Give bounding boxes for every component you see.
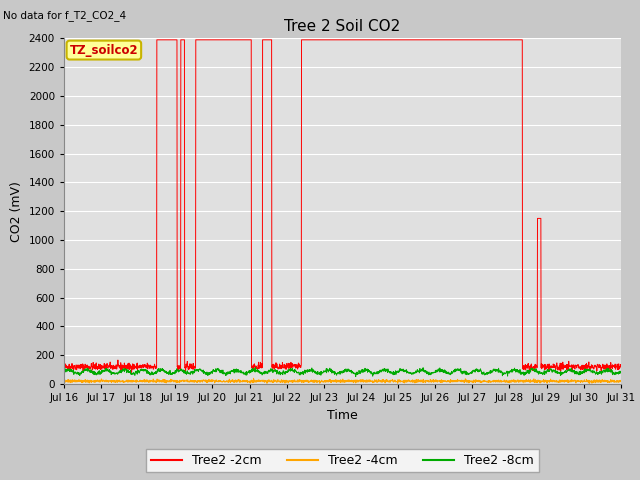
Tree2 -4cm [568,377,575,383]
Tree2 -8cm [505,370,513,375]
Tree2 -2cm [359,37,367,43]
Tree2 -2cm [128,370,136,375]
Text: No data for f_T2_CO2_4: No data for f_T2_CO2_4 [3,10,126,21]
Tree2 -2cm [617,363,625,369]
Tree2 -8cm [617,370,625,375]
Line: Tree2 -8cm: Tree2 -8cm [64,368,621,377]
Tree2 -8cm [352,374,360,380]
Tree2 -4cm [250,375,257,381]
Tree2 -2cm [153,37,161,43]
Y-axis label: CO2 (mV): CO2 (mV) [10,181,23,241]
Tree2 -8cm [568,369,576,375]
Tree2 -4cm [584,378,591,384]
Tree2 -8cm [252,365,259,371]
Tree2 -2cm [505,37,513,43]
Tree2 -4cm [216,378,223,384]
Text: TZ_soilco2: TZ_soilco2 [70,44,138,57]
X-axis label: Time: Time [327,408,358,421]
Line: Tree2 -2cm: Tree2 -2cm [64,40,621,372]
Tree2 -4cm [504,379,512,384]
Tree2 -8cm [60,368,68,374]
Title: Tree 2 Soil CO2: Tree 2 Soil CO2 [284,20,401,35]
Tree2 -2cm [584,362,591,368]
Tree2 -8cm [371,371,379,377]
Tree2 -4cm [371,377,379,383]
Tree2 -8cm [216,368,223,374]
Tree2 -2cm [60,363,68,369]
Line: Tree2 -4cm: Tree2 -4cm [64,378,621,384]
Tree2 -4cm [586,381,593,386]
Tree2 -2cm [216,37,223,43]
Tree2 -4cm [359,377,367,383]
Tree2 -8cm [359,370,367,375]
Tree2 -4cm [60,379,68,385]
Legend: Tree2 -2cm, Tree2 -4cm, Tree2 -8cm: Tree2 -2cm, Tree2 -4cm, Tree2 -8cm [146,449,539,472]
Tree2 -8cm [584,367,591,373]
Tree2 -2cm [371,37,379,43]
Tree2 -4cm [617,379,625,384]
Tree2 -2cm [568,363,576,369]
